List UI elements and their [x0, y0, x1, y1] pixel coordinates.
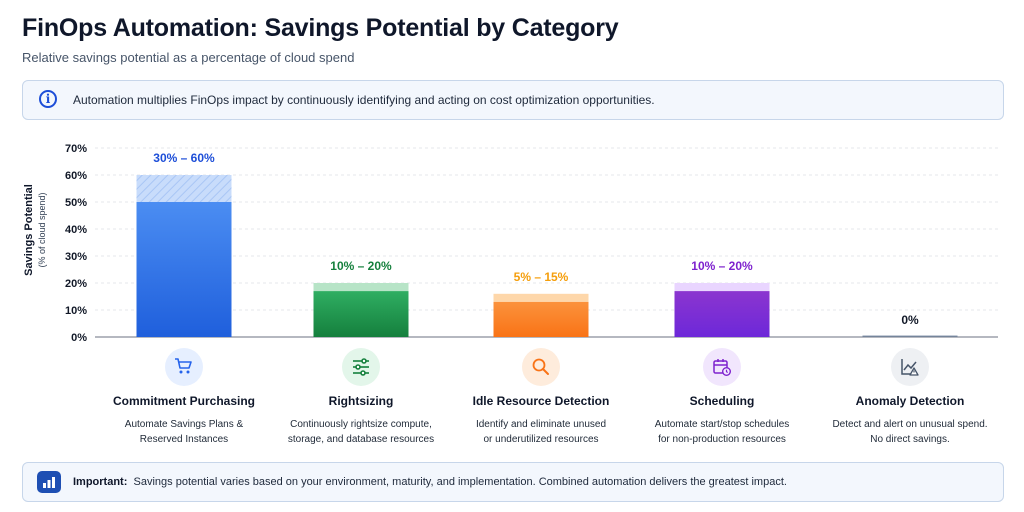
category-name: Rightsizing: [328, 394, 394, 408]
bar-value-label: 5% – 15%: [514, 270, 569, 284]
y-tick-label: 50%: [65, 197, 87, 209]
bar-range-upper: [674, 283, 770, 292]
y-tick-label: 70%: [65, 143, 87, 155]
category-description-line: storage, and database resources: [287, 434, 435, 445]
y-axis-label: Savings Potential: [23, 184, 35, 276]
bar-range-lower: [493, 301, 589, 337]
category-description-line: for non-production resources: [658, 434, 786, 445]
bar-range-lower: [136, 202, 232, 337]
bar-range-lower: [313, 291, 409, 337]
important-note: Important: Savings potential varies base…: [22, 462, 1004, 502]
category-description-line: Identify and eliminate unused: [475, 419, 607, 430]
category-card: Anomaly Detection Detect and alert on unu…: [815, 348, 1005, 447]
y-tick-label: 60%: [65, 170, 87, 182]
category-description: Detect and alert on unusual spend. No dir…: [815, 417, 1005, 447]
y-tick-label: 30%: [65, 251, 87, 263]
bar-range-lower: [862, 335, 958, 337]
page-subtitle: Relative savings potential as a percenta…: [22, 50, 355, 65]
category-description-line: Detect and alert on unusual spend.: [832, 419, 988, 430]
category-description-line: No direct savings.: [870, 434, 950, 445]
info-banner: i Automation multiplies FinOps impact by…: [22, 80, 1004, 120]
magnifier-icon: [522, 348, 560, 386]
y-tick-label: 0%: [71, 332, 87, 344]
y-tick-label: 40%: [65, 224, 87, 236]
y-tick-label: 10%: [65, 305, 87, 317]
category-description: Continuously rightsize compute, storage, …: [266, 417, 456, 447]
bar-range-lower: [674, 291, 770, 337]
category-name: Scheduling: [689, 394, 755, 408]
y-tick-label: 20%: [65, 278, 87, 290]
important-note-text: Important: Savings potential varies base…: [73, 476, 787, 488]
category-card: Commitment Purchasing Automate Savings Pl…: [89, 348, 279, 447]
bar-value-label: 10% – 20%: [691, 259, 753, 273]
bar-value-label: 10% – 20%: [330, 259, 392, 273]
bar-range-upper: [313, 283, 409, 292]
category-name: Idle Resource Detection: [472, 394, 610, 408]
important-body: Savings potential varies based on your e…: [133, 476, 787, 488]
bar-value-label: 30% – 60%: [153, 151, 215, 165]
category-description-line: Reserved Instances: [139, 434, 229, 445]
important-label: Important:: [73, 476, 128, 488]
calendar-clock-icon: [703, 348, 741, 386]
info-icon: i: [39, 90, 57, 108]
y-axis-sublabel: (% of cloud spend): [37, 192, 47, 267]
category-description: Automate start/stop schedules for non-pro…: [627, 417, 817, 447]
category-card: Rightsizing Continuously rightsize comput…: [266, 348, 456, 447]
category-description-line: Automate Savings Plans &: [124, 419, 244, 430]
category-description: Identify and eliminate unused or underuti…: [446, 417, 636, 447]
category-card: Idle Resource Detection Identify and elim…: [446, 348, 636, 447]
bar-range-upper: [493, 293, 589, 302]
category-description-line: Automate start/stop schedules: [654, 419, 790, 430]
chart-alert-icon: [891, 348, 929, 386]
shopping-cart-icon: [165, 348, 203, 386]
bar-value-label: 0%: [901, 313, 919, 327]
category-card: Scheduling Automate start/stop schedules f…: [627, 348, 817, 447]
savings-bar-chart: Savings Potential (% of cloud spend) 0% 1…: [23, 143, 998, 344]
bar-chart-icon: [37, 471, 61, 493]
page-title: FinOps Automation: Savings Potential by …: [22, 14, 619, 42]
category-name: Commitment Purchasing: [112, 394, 256, 408]
bar-range-upper: [136, 175, 232, 202]
sliders-icon: [342, 348, 380, 386]
category-name: Anomaly Detection: [855, 394, 965, 408]
category-description-line: or underutilized resources: [483, 434, 599, 445]
info-banner-text: Automation multiplies FinOps impact by c…: [73, 93, 655, 107]
category-description-line: Continuously rightsize compute,: [290, 419, 432, 430]
category-description: Automate Savings Plans & Reserved Instanc…: [89, 417, 279, 447]
